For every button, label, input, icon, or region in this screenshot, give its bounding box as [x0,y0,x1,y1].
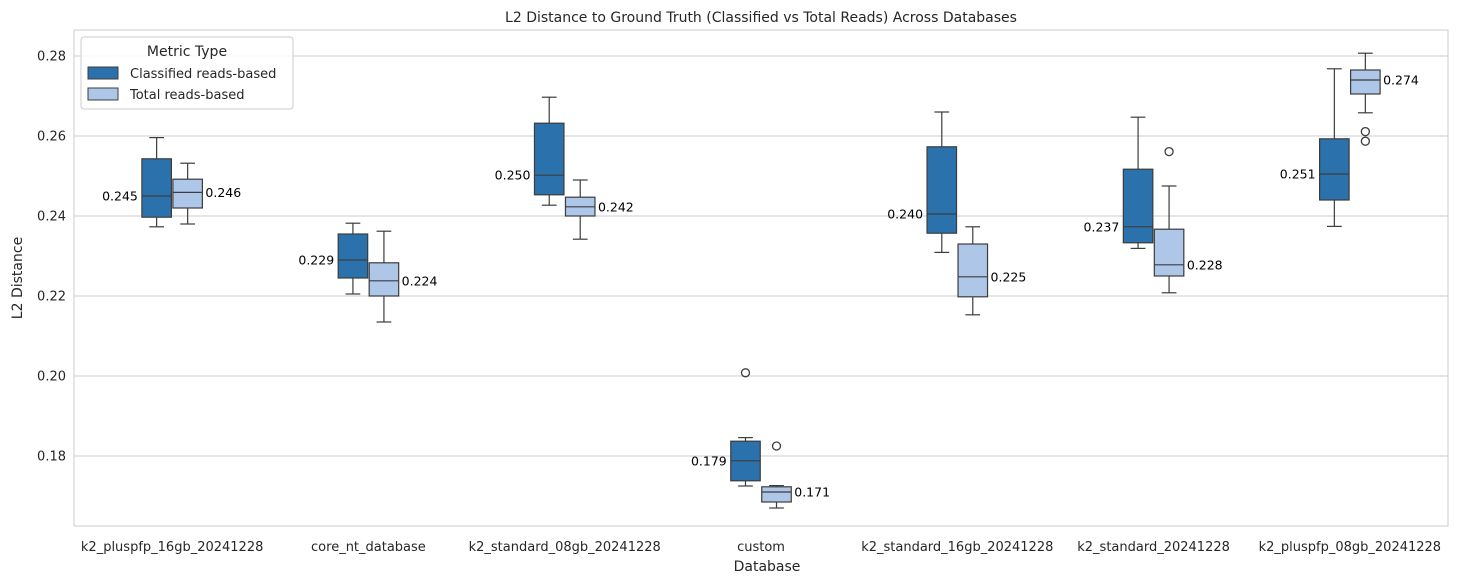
legend-swatch [87,66,119,80]
legend-swatch [87,87,119,101]
box-group: 0.250 [495,96,565,206]
y-axis-title: L2 Distance [10,237,26,319]
outlier-point [1360,136,1371,146]
plot-frame [73,29,1449,527]
box-group: 0.245 [102,137,172,228]
box-group: 0.224 [368,230,438,323]
x-axis-title: Database [734,559,801,575]
median-label: 0.274 [1383,73,1419,88]
x-tick-label: k2_standard_20241228 [1077,540,1230,555]
box-group: 0.179 [691,368,761,487]
median-label: 0.179 [691,453,727,468]
grid-lines [74,55,1448,457]
outlier-point [1164,146,1174,157]
median-label: 0.246 [205,185,241,200]
y-tick-label: 0.24 [37,210,66,225]
median-label: 0.171 [794,485,830,500]
x-tick-label: k2_standard_16gb_20241228 [861,540,1053,555]
x-tick-label: custom [737,540,785,555]
box [172,178,203,209]
median-label: 0.250 [495,168,531,183]
box [1153,228,1185,277]
box-group: 0.251 [1280,68,1350,227]
box-group: 0.246 [172,162,241,225]
y-tick-label: 0.28 [37,50,66,65]
median-label: 0.242 [598,199,634,214]
box-group: 0.242 [564,179,634,240]
median-label: 0.251 [1280,167,1316,182]
box [1319,138,1350,201]
box-group: 0.240 [887,111,958,253]
box-group: 0.274 [1350,52,1419,146]
box [337,233,369,279]
median-label: 0.224 [402,273,438,288]
legend-items: Classified reads-based Total reads-based [87,66,276,103]
box [1350,69,1381,95]
outlier-point [1360,126,1371,137]
median-label: 0.240 [887,207,923,222]
box [141,158,172,218]
x-tick-label: core_nt_database [311,540,426,555]
box [533,122,565,196]
y-tick-label: 0.18 [37,450,66,465]
legend-label: Total reads-based [129,88,244,103]
y-axis-ticks: 0.18 0.20 0.22 0.24 0.26 0.28 [37,50,66,465]
box-group: 0.237 [1084,116,1154,249]
box [368,262,400,297]
median-label: 0.225 [991,269,1027,284]
outlier-point [771,441,782,451]
median-label: 0.228 [1187,257,1223,272]
median-label: 0.237 [1084,219,1120,234]
box [957,243,989,298]
box-series: 0.245 0.229 0.250 0.179 0.240 0.237 0.251 0.246… [102,52,1419,509]
legend-frame [80,36,294,110]
box [761,486,792,503]
box-group: 0.229 [298,222,369,295]
x-tick-label: k2_standard_08gb_20241228 [469,540,661,555]
box-group: 0.171 [761,441,830,509]
y-tick-label: 0.26 [37,130,66,145]
legend-label: Classified reads-based [130,67,276,82]
median-label: 0.229 [298,253,334,268]
x-tick-label: k2_pluspfp_08gb_20241228 [1259,540,1441,555]
y-tick-label: 0.22 [37,290,66,305]
median-label: 0.245 [102,189,138,204]
box-group: 0.225 [957,226,1027,316]
legend: Metric Type Classified reads-based Total … [80,36,294,110]
outlier-point [740,368,751,378]
x-tick-label: k2_pluspfp_16gb_20241228 [81,540,263,555]
y-tick-label: 0.20 [37,370,66,385]
x-axis-ticks: k2_pluspfp_16gb_20241228 core_nt_database… [81,540,1441,555]
box-group: 0.228 [1153,146,1223,294]
chart-title: L2 Distance to Ground Truth (Classified … [505,10,1017,26]
legend-title: Metric Type [147,44,227,60]
box [1122,168,1154,244]
box [926,146,958,234]
